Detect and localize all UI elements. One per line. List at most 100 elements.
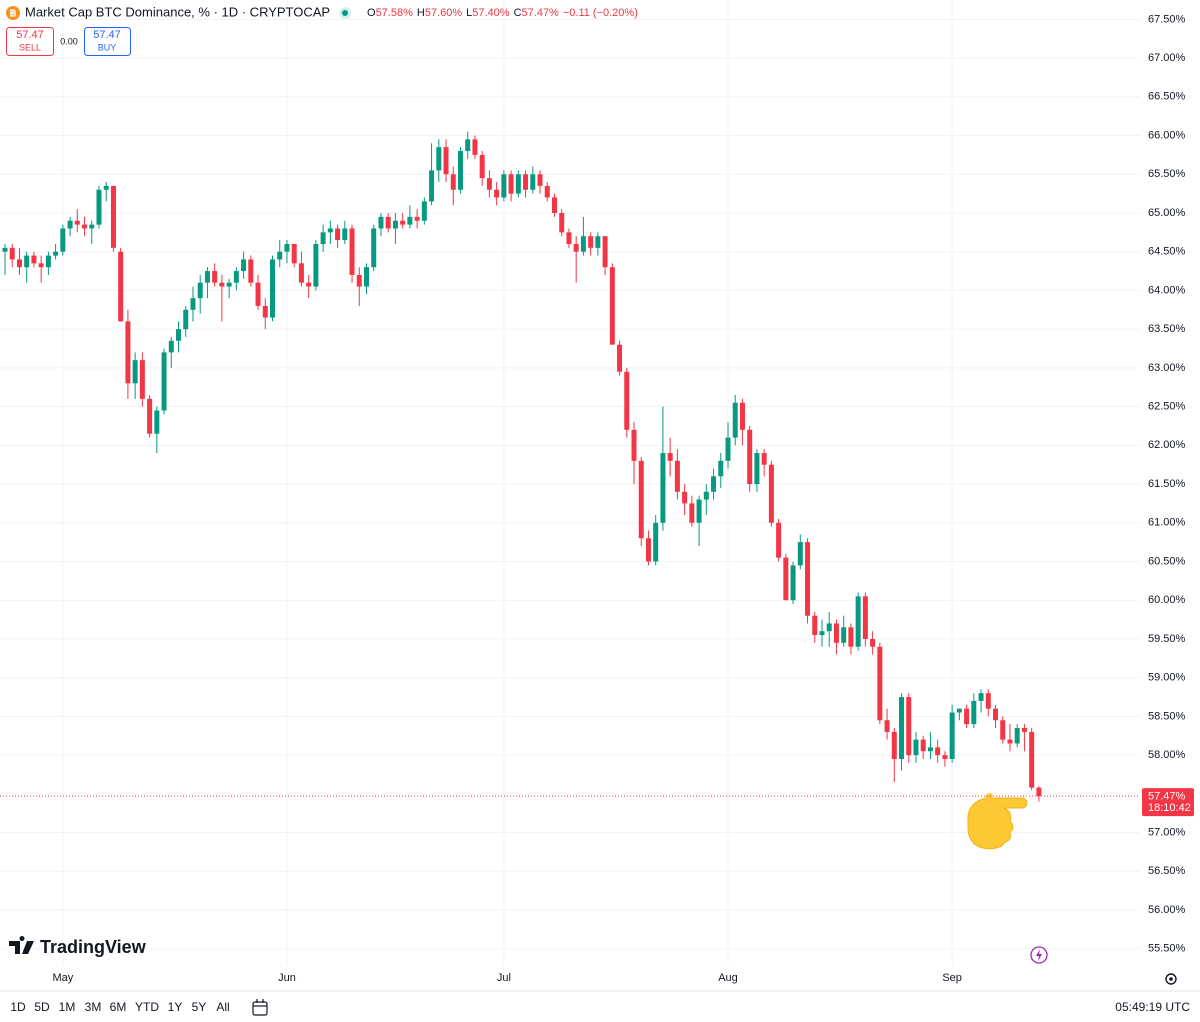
- candle-body: [501, 174, 507, 198]
- candles: [2, 131, 1042, 802]
- candle-body: [660, 453, 666, 523]
- candle-body: [436, 147, 442, 171]
- candle-body: [1007, 739, 1013, 744]
- candle-body: [9, 247, 15, 260]
- candle-body: [573, 243, 579, 252]
- candle-body: [964, 708, 970, 725]
- buy-button[interactable]: [84, 27, 131, 56]
- candle-body: [147, 398, 153, 434]
- candle-body: [96, 189, 102, 225]
- candle-body: [985, 693, 991, 709]
- y-tick-label: 67.00%: [1148, 52, 1186, 64]
- candle-body: [356, 274, 362, 287]
- candle-body: [624, 371, 630, 430]
- sell-price[interactable]: 57.47: [16, 29, 44, 41]
- candle-body: [725, 437, 731, 461]
- sell-button[interactable]: [6, 27, 54, 56]
- range-button[interactable]: 1Y: [168, 1000, 183, 1014]
- y-tick-label: 66.50%: [1148, 91, 1186, 103]
- y-tick-label: 56.00%: [1148, 904, 1186, 916]
- candle-body: [270, 259, 276, 318]
- y-tick-label: 65.00%: [1148, 207, 1186, 219]
- candle-body: [1036, 787, 1042, 797]
- candle-body: [978, 693, 984, 701]
- candle-body: [718, 460, 724, 477]
- sell-label[interactable]: SELL: [19, 42, 41, 52]
- compare-icon[interactable]: [252, 999, 268, 1016]
- candle-body: [899, 697, 905, 759]
- candle-body: [407, 216, 413, 225]
- candle-body: [414, 216, 420, 221]
- candle-body: [291, 243, 297, 264]
- candle-body: [768, 464, 774, 523]
- candle-body: [783, 557, 789, 601]
- candle-body: [298, 263, 304, 283]
- candle-body: [313, 243, 319, 287]
- candle-body: [848, 627, 854, 647]
- candle-body: [833, 623, 839, 643]
- candle-body: [176, 329, 182, 341]
- candle-body: [595, 236, 601, 248]
- clock: 05:49:19 UTC: [1115, 1000, 1190, 1014]
- candle-body: [255, 282, 261, 306]
- bar-countdown: 18:10:42: [1148, 802, 1191, 814]
- candle-body: [696, 499, 702, 523]
- candle-body: [110, 185, 116, 248]
- candle-body: [870, 638, 876, 647]
- y-tick-label: 63.50%: [1148, 323, 1186, 335]
- candle-body: [956, 708, 962, 713]
- candle-body: [154, 410, 160, 434]
- range-button[interactable]: YTD: [135, 1000, 159, 1014]
- candle-body: [805, 542, 811, 616]
- candle-body: [920, 739, 926, 752]
- candle-body: [1014, 728, 1020, 744]
- y-tick-label: 61.00%: [1148, 517, 1186, 529]
- ohlc-change: −0.11 (−0.20%): [563, 7, 638, 19]
- range-button[interactable]: 1D: [10, 1000, 26, 1014]
- price-label: 57.47%: [1148, 791, 1186, 803]
- candle-body: [551, 197, 557, 213]
- candle-body: [212, 271, 218, 283]
- candle-body: [559, 212, 565, 233]
- candle-body: [761, 453, 767, 465]
- buy-price[interactable]: 57.47: [93, 29, 121, 41]
- candle-body: [364, 267, 369, 287]
- candle-body: [392, 220, 398, 229]
- candle-body: [638, 460, 644, 539]
- candle-body: [653, 522, 659, 562]
- candle-body: [479, 154, 485, 179]
- candle-body: [703, 491, 709, 500]
- settings-icon[interactable]: [1165, 973, 1177, 985]
- candle-body: [617, 344, 623, 372]
- candle-body: [74, 220, 80, 225]
- candle-body: [262, 305, 268, 318]
- symbol-title: Market Cap BTC Dominance, % · 1D · CRYPT…: [25, 4, 330, 19]
- candle-body: [132, 360, 138, 384]
- range-button[interactable]: 5D: [34, 1000, 50, 1014]
- candle-body: [306, 282, 312, 287]
- range-button[interactable]: 1M: [59, 1000, 76, 1014]
- candle-body: [31, 255, 37, 264]
- ohlc-value: 57.40%: [472, 7, 510, 19]
- candle-body: [82, 224, 88, 229]
- candle-body: [60, 228, 66, 252]
- candle-body: [125, 321, 131, 384]
- range-toolbar: 1D 5D 1M 3M 6M YTD 1Y 5Y All: [10, 1000, 229, 1014]
- candle-body: [841, 627, 847, 643]
- candle-body: [580, 236, 586, 252]
- candle-body: [335, 228, 341, 241]
- x-tick-label: Sep: [942, 972, 962, 984]
- candle-body: [241, 259, 247, 272]
- candle-body: [689, 503, 695, 523]
- range-button[interactable]: All: [216, 1000, 229, 1014]
- range-button[interactable]: 3M: [85, 1000, 102, 1014]
- y-tick-label: 64.00%: [1148, 284, 1186, 296]
- candle-body: [1000, 720, 1006, 740]
- candle-body: [197, 282, 203, 299]
- candle-body: [812, 615, 818, 636]
- candle-body: [204, 271, 210, 283]
- range-button[interactable]: 5Y: [192, 1000, 207, 1014]
- buy-label[interactable]: BUY: [98, 42, 117, 52]
- range-button[interactable]: 6M: [110, 1000, 127, 1014]
